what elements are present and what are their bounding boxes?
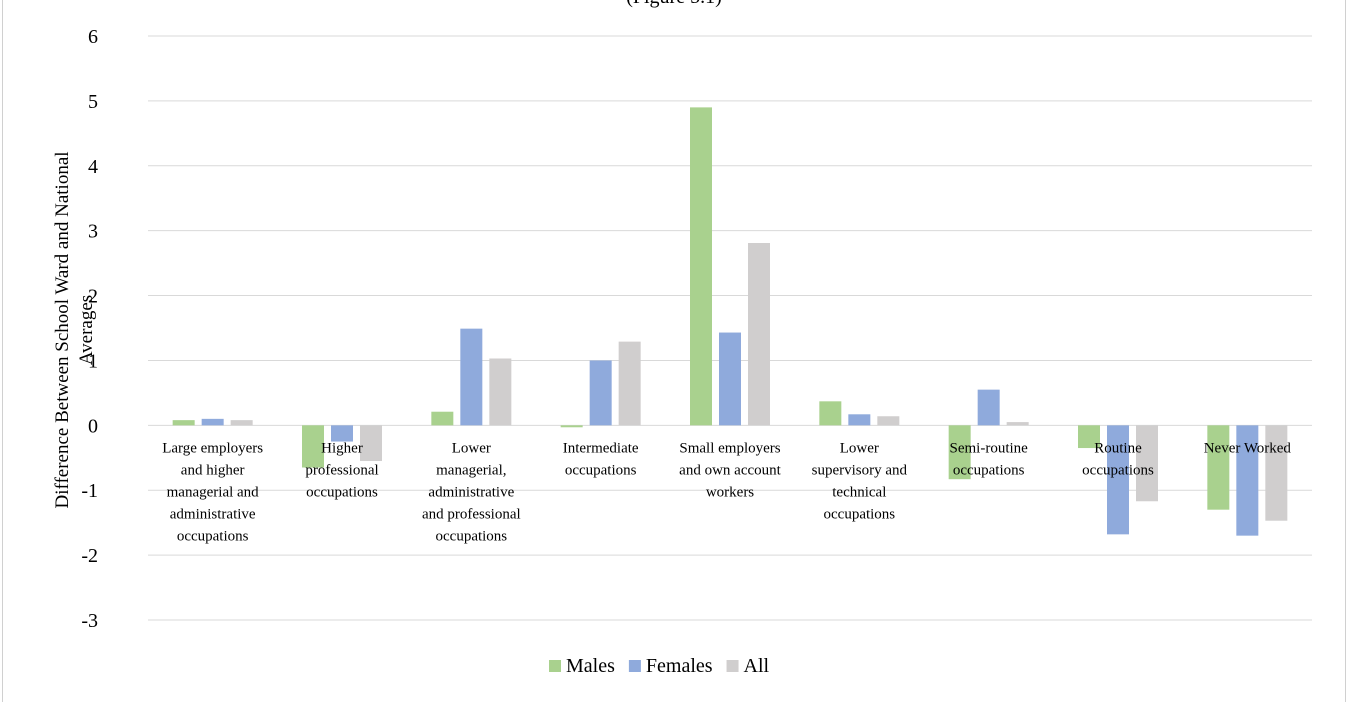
y-tick-label: 6 <box>88 26 98 48</box>
y-tick-label: 2 <box>88 286 98 308</box>
legend-label: Males <box>566 655 615 677</box>
bar-males <box>172 420 195 426</box>
bar-females <box>1107 425 1129 535</box>
bar-all <box>230 420 253 426</box>
y-tick-label: 1 <box>88 350 98 372</box>
x-category-label: Lower managerial, administrative and profes… <box>422 440 521 544</box>
bar-females <box>589 360 612 426</box>
bar-all <box>1136 425 1158 502</box>
legend-swatch-females <box>628 660 641 672</box>
bar-all <box>1265 425 1288 521</box>
bar-females <box>201 418 224 426</box>
legend: Males Females All <box>549 655 770 677</box>
x-category-label: Never Worked <box>1204 440 1292 456</box>
bar-females <box>331 425 353 442</box>
bar-males <box>948 425 971 480</box>
bar-females <box>1236 425 1259 536</box>
bar-males <box>302 425 324 468</box>
y-tick-label: -2 <box>81 545 98 567</box>
bar-all <box>748 242 770 426</box>
x-category-label: Large employers and higher managerial and a… <box>162 440 263 544</box>
legend-swatch-males <box>549 660 561 672</box>
y-tick-label: 3 <box>88 221 98 243</box>
gridlines <box>148 35 1312 621</box>
y-tick-label: 4 <box>88 156 98 178</box>
x-category-label: Routine occupations <box>1082 440 1154 478</box>
legend-label: All <box>744 655 770 677</box>
bar-all <box>360 425 382 462</box>
bar-all <box>489 358 512 426</box>
y-axis-label: Difference Between School Ward and Natio… <box>52 151 97 508</box>
bar-all <box>618 341 641 426</box>
bar-males <box>819 401 842 426</box>
bar-all <box>877 416 900 426</box>
y-tick-label: -3 <box>81 610 98 632</box>
bar-males <box>431 411 454 426</box>
x-category-label: Lower supervisory and technical occupations <box>812 440 908 522</box>
bar-males <box>690 107 712 426</box>
bar-females <box>719 332 741 426</box>
bar-females <box>460 328 483 426</box>
x-category-label: Semi-routine occupations <box>950 440 1029 478</box>
x-category-label: Small employers and own account workers <box>679 440 781 500</box>
x-category-label: Higher professional occupations <box>305 440 378 500</box>
bar-females <box>848 414 871 426</box>
y-tick-label: 5 <box>88 91 98 113</box>
category-labels: Large employers and higher managerial and a… <box>162 440 1291 544</box>
x-category-label: Intermediate occupations <box>563 440 639 478</box>
bars <box>172 107 1288 536</box>
bar-females <box>977 389 1000 426</box>
y-tick-label: 0 <box>88 415 98 437</box>
legend-swatch-all <box>726 660 739 672</box>
chart-title-fragment: (Figure 5.1) <box>0 0 1348 9</box>
legend-label: Females <box>646 655 713 677</box>
bar-males <box>560 425 583 428</box>
bar-males <box>1078 425 1100 449</box>
y-tick-label: -1 <box>81 480 98 502</box>
bar-all <box>1006 422 1029 426</box>
bar-males <box>1207 425 1230 510</box>
y-axis-ticks: 6 5 4 3 2 1 0 -1 -2 -3 <box>81 26 98 632</box>
